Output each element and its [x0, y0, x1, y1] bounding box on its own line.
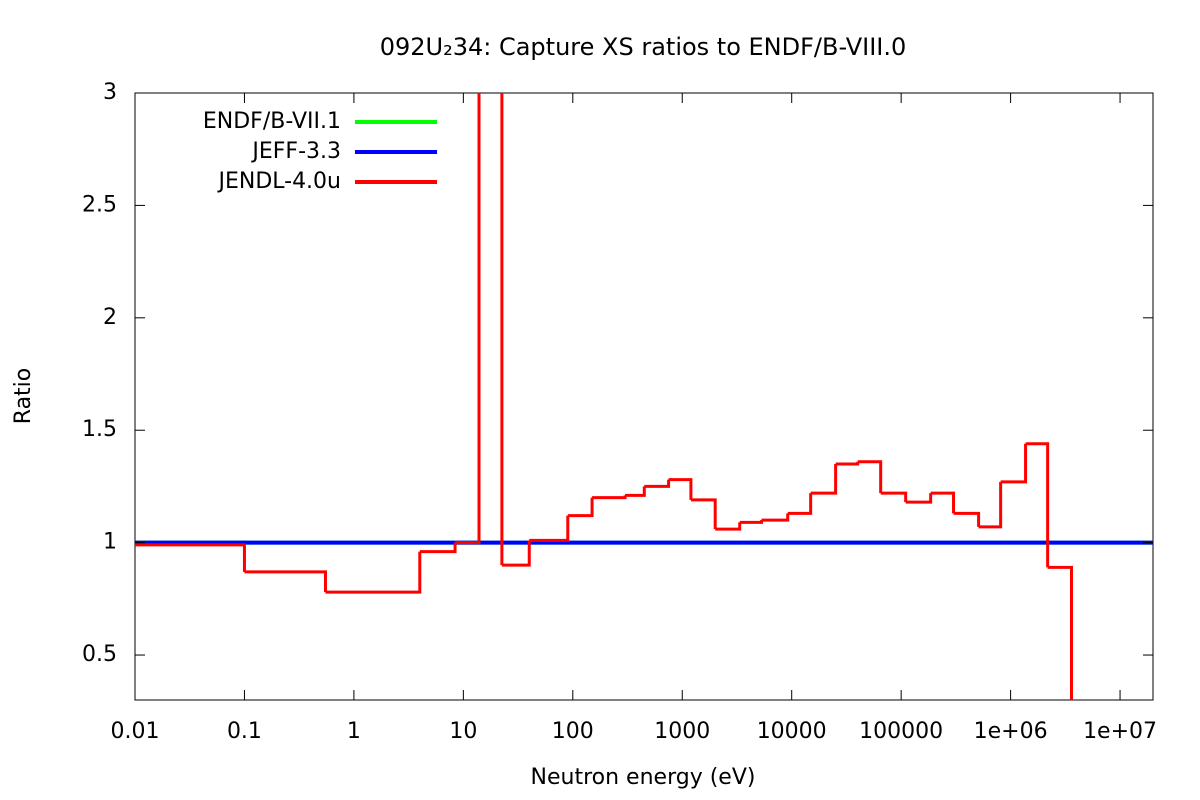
step-segment — [739, 520, 764, 524]
x-tick-label: 0.01 — [111, 719, 160, 744]
step-segment — [244, 570, 327, 593]
step-segment — [810, 463, 838, 495]
y-axis-label: Ratio — [11, 368, 36, 424]
x-tick-label: 1e+07 — [1083, 719, 1157, 744]
step-segment — [1000, 443, 1028, 484]
y-tick-label: 0.5 — [82, 642, 117, 667]
step-segment — [567, 497, 594, 518]
x-axis-label: Neutron energy (eV) — [531, 765, 756, 790]
x-tick-label: 1 — [347, 719, 361, 744]
step-segment — [880, 491, 908, 503]
step-segment — [857, 460, 883, 494]
plot-area — [135, 93, 1153, 700]
step-segment — [905, 493, 933, 504]
chart-title: 092U₂34: Capture XS ratios to ENDF/B-VII… — [380, 33, 907, 61]
y-tick-label: 2 — [103, 305, 117, 330]
step-segment — [930, 491, 956, 514]
step-segment — [135, 543, 246, 572]
step-segment — [715, 522, 742, 531]
x-tick-label: 100 — [552, 719, 594, 744]
x-tick-label: 10000 — [757, 719, 827, 744]
plot-frame — [134, 92, 1154, 701]
legend-label: JENDL-4.0u — [216, 169, 341, 194]
step-segment — [501, 540, 531, 567]
step-segment — [787, 493, 813, 515]
step-segment — [529, 515, 570, 542]
x-tick-label: 100000 — [859, 719, 943, 744]
step-segment — [668, 478, 693, 500]
step-segment — [1047, 565, 1073, 700]
step-segment — [419, 542, 457, 554]
x-tick-label: 1000 — [654, 719, 710, 744]
step-segment — [761, 513, 790, 522]
y-tick-label: 3 — [103, 80, 117, 105]
step-segment — [592, 495, 627, 500]
step-segment — [1025, 442, 1050, 568]
step-segment — [835, 461, 860, 466]
step-segment — [953, 511, 981, 527]
x-tick-label: 10 — [449, 719, 477, 744]
x-tick-label: 0.1 — [227, 719, 262, 744]
step-segment — [978, 481, 1003, 529]
y-tick-label: 1 — [103, 530, 117, 555]
step-segment — [500, 93, 504, 566]
x-tick-label: 1e+06 — [974, 719, 1048, 744]
y-tick-label: 2.5 — [82, 192, 117, 217]
step-segment — [455, 93, 481, 545]
step-segment — [325, 551, 422, 594]
y-tick-label: 1.5 — [82, 417, 117, 442]
step-segment — [644, 479, 671, 488]
step-segment — [690, 498, 717, 530]
step-segment — [625, 486, 646, 497]
legend-label: JEFF-3.3 — [250, 139, 341, 164]
legend-label: ENDF/B-VII.1 — [203, 109, 341, 134]
